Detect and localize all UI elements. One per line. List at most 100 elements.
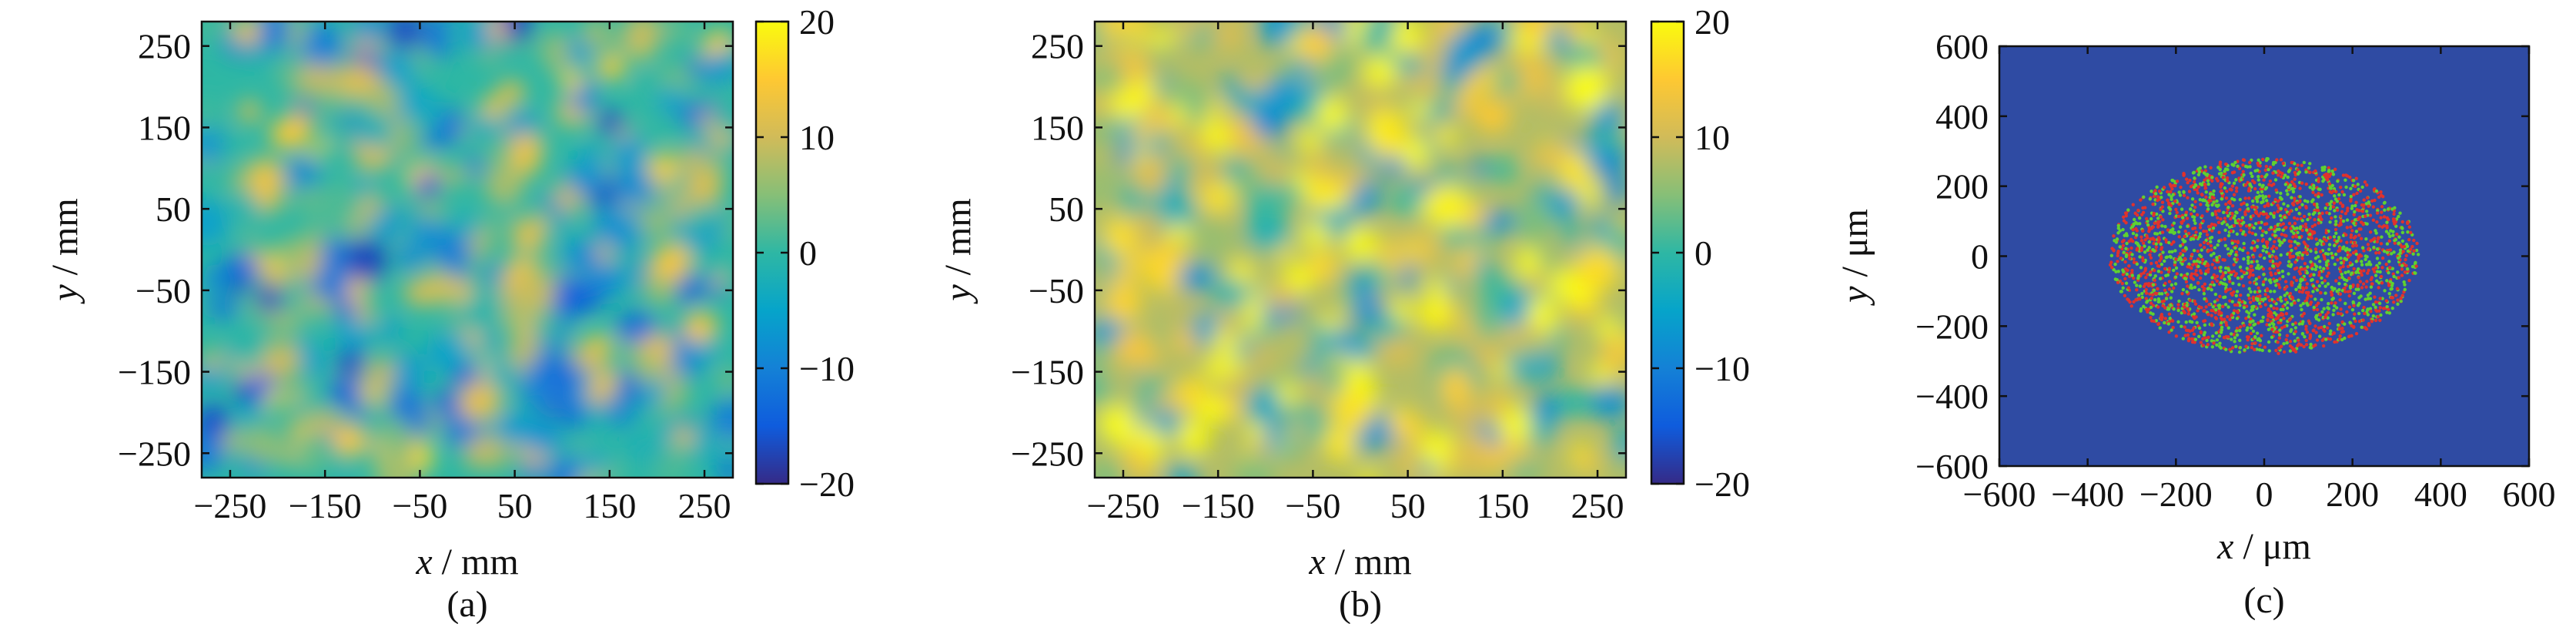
particle-point [2209, 166, 2213, 169]
particle-point [2192, 312, 2196, 316]
particle-point [2140, 213, 2144, 216]
particle-point [2296, 241, 2300, 246]
speckle [1177, 419, 1209, 456]
speckle [1245, 387, 1283, 424]
particle-point [2380, 266, 2384, 270]
particle-point [2212, 200, 2216, 204]
particle-point [2282, 202, 2286, 206]
speckle [326, 123, 360, 148]
particle-point [2368, 213, 2373, 217]
particle-point [2189, 257, 2193, 260]
particle-point [2404, 263, 2408, 267]
particle-point [2278, 277, 2282, 281]
particle-point [2223, 270, 2228, 275]
particle-point [2223, 266, 2228, 270]
particle-point [2344, 233, 2348, 237]
particle-point [2216, 166, 2220, 169]
particle-point [2260, 190, 2264, 194]
speckle [691, 126, 708, 143]
particle-point [2263, 345, 2267, 349]
particle-point [2141, 241, 2146, 246]
particle-point [2273, 233, 2277, 237]
particle-point [2275, 307, 2279, 310]
particle-point [2406, 249, 2410, 253]
particle-point [2240, 216, 2245, 220]
particle-point [2128, 300, 2132, 304]
particle-point [2375, 240, 2380, 244]
particle-point [2335, 289, 2339, 294]
particle-point [2262, 273, 2266, 277]
particle-point [2352, 304, 2356, 307]
particle-point [2186, 224, 2190, 228]
particle-point [2304, 299, 2309, 303]
particle-point [2185, 177, 2189, 181]
speckle [706, 52, 731, 85]
particle-point [2326, 310, 2330, 314]
particle-point [2404, 257, 2407, 262]
particle-point [2193, 337, 2198, 341]
speckle [1332, 327, 1357, 354]
particle-point [2248, 183, 2252, 186]
particle-point [2293, 196, 2297, 200]
speckle [483, 167, 525, 204]
colorbar-tick-label: −10 [799, 349, 855, 388]
speckle [333, 63, 380, 98]
particle-point [2193, 302, 2198, 306]
particle-point [2161, 304, 2165, 308]
speckle [1126, 444, 1147, 464]
particle-point [2354, 249, 2358, 253]
particle-point [2322, 307, 2326, 310]
particle-point [2304, 206, 2308, 210]
particle-point [2172, 231, 2176, 236]
particle-point [2330, 256, 2334, 260]
speckle [1360, 264, 1390, 288]
particle-point [2276, 340, 2280, 344]
particle-point [2396, 298, 2400, 302]
particle-point [2327, 212, 2331, 216]
particle-point [2385, 242, 2390, 246]
speckle [1551, 189, 1582, 219]
particle-point [2205, 203, 2209, 207]
particle-point [2250, 246, 2253, 250]
speckle [303, 226, 324, 248]
particle-point [2280, 233, 2283, 237]
particle-point [2116, 231, 2120, 235]
particle-point [2300, 286, 2305, 290]
speckle [204, 349, 219, 371]
particle-point [2137, 297, 2141, 301]
speckle [274, 238, 307, 268]
speckle [633, 354, 661, 385]
particle-point [2374, 273, 2378, 277]
particle-point [2297, 290, 2302, 294]
particle-point [2302, 267, 2306, 271]
particle-point [2373, 295, 2377, 299]
particle-point [2123, 260, 2127, 264]
speckle [1342, 200, 1361, 216]
speckle [1234, 456, 1275, 478]
particle-point [2297, 338, 2300, 342]
particle-point [2155, 185, 2159, 190]
particle-point [2340, 204, 2345, 209]
particle-point [2174, 266, 2179, 270]
particle-point [2187, 262, 2191, 267]
particle-point [2203, 323, 2207, 327]
particle-point [2313, 343, 2317, 347]
particle-point [2403, 287, 2407, 292]
particle-point [2250, 306, 2254, 310]
particle-point [2171, 201, 2175, 206]
particle-point [2186, 180, 2190, 185]
particle-point [2277, 320, 2280, 324]
particle-point [2247, 186, 2251, 190]
particle-point [2257, 301, 2262, 306]
speckle [1473, 421, 1495, 437]
particle-point [2246, 311, 2251, 315]
particle-point [2220, 221, 2224, 226]
particle-point [2297, 235, 2301, 240]
particle-point [2216, 304, 2221, 307]
particle-point [2173, 282, 2178, 286]
particle-point [2242, 270, 2246, 274]
speckle [284, 158, 320, 193]
particle-point [2297, 322, 2302, 326]
